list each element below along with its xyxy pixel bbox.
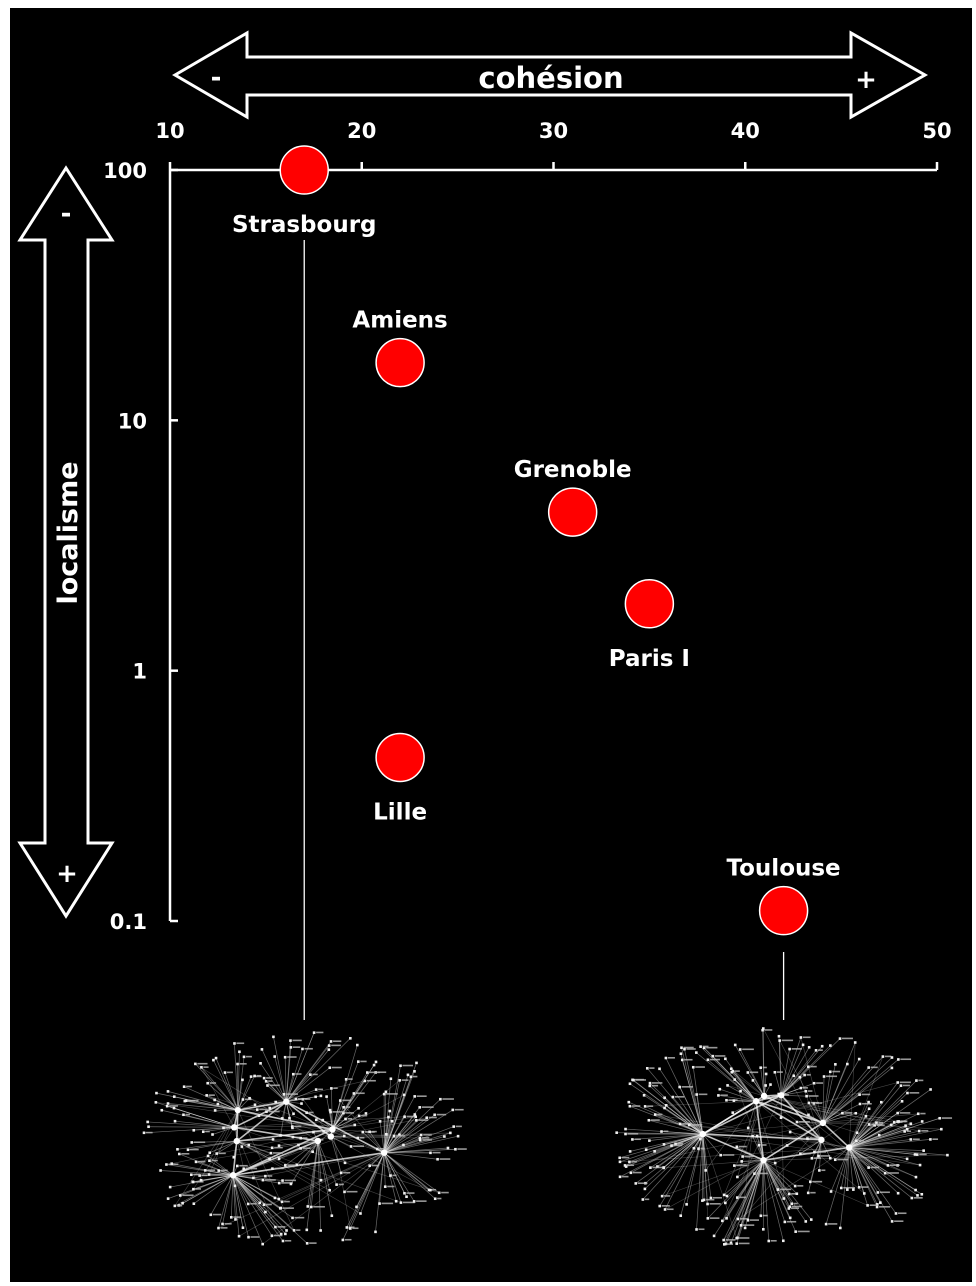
- point-label: Lille: [373, 799, 427, 825]
- x-arrow-plus: +: [855, 65, 877, 95]
- data-point: [758, 885, 809, 936]
- point-label: Strasbourg: [232, 212, 377, 238]
- x-tick-label: 30: [539, 119, 568, 143]
- y-arrow-plus: +: [56, 859, 78, 889]
- leader-lines: [303, 240, 785, 1020]
- y-double-arrow: [17, 165, 115, 919]
- point-label: Paris I: [609, 646, 690, 672]
- x-tick-label: 20: [347, 119, 376, 143]
- data-point: [547, 487, 598, 537]
- point-label: Amiens: [352, 308, 447, 334]
- point-label: Grenoble: [514, 457, 632, 483]
- x-tick-label: 10: [155, 119, 184, 143]
- axes: [168, 168, 937, 921]
- y-tick-label: 100: [103, 159, 147, 183]
- y-tick-label: 10: [118, 409, 147, 433]
- x-double-arrow: [172, 30, 929, 120]
- y-tick-label: 0.1: [110, 910, 147, 934]
- data-point: [624, 579, 675, 629]
- data-points: Strasbourg Amiens Grenoble Paris I Lille Toul…: [232, 145, 841, 936]
- x-axis-title: cohésion: [478, 61, 623, 95]
- x-tick-label: 40: [731, 119, 760, 143]
- x-tick-label: 50: [922, 119, 951, 143]
- data-point: [375, 337, 425, 388]
- toulouse-network: [615, 1027, 953, 1246]
- point-label: Toulouse: [727, 856, 841, 882]
- y-arrow-minus: -: [61, 199, 72, 229]
- y-ticks: 100 10 1 0.1: [103, 159, 178, 934]
- data-point: [375, 732, 425, 783]
- y-tick-label: 1: [132, 660, 147, 684]
- data-point: [279, 145, 329, 195]
- y-axis-title: localisme: [53, 461, 84, 604]
- x-ticks: 10 20 30 40 50: [155, 119, 952, 170]
- strasbourg-network: [142, 1031, 467, 1246]
- x-arrow-minus: -: [211, 63, 222, 93]
